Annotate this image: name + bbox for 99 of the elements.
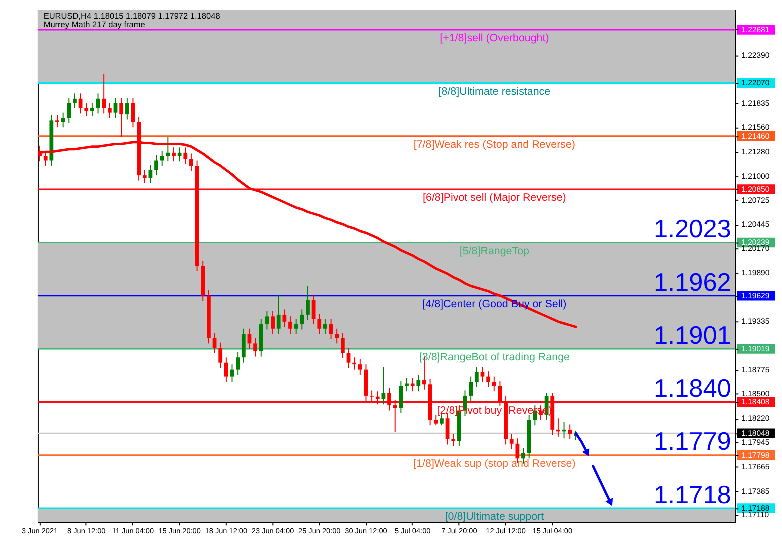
candlestick bbox=[410, 378, 415, 392]
ref-line-label: [3/8]RangeBot of trading Range bbox=[419, 352, 570, 364]
y-tick-label: 1.17945 bbox=[742, 438, 770, 447]
candlestick bbox=[300, 309, 304, 330]
candlestick bbox=[108, 102, 112, 119]
candlestick bbox=[492, 376, 496, 392]
y-tick-label: 1.21560 bbox=[742, 123, 770, 132]
ref-line-label: [0/8]Ultimate support bbox=[445, 511, 544, 524]
y-tick-label: 1.18500 bbox=[742, 390, 770, 399]
candlestick bbox=[510, 434, 514, 450]
candlestick bbox=[370, 390, 374, 403]
y-tick-label: 1.17798 bbox=[742, 450, 770, 460]
y-tick-label: 1.17110 bbox=[742, 510, 770, 520]
y-tick-label: 1.17385 bbox=[742, 486, 770, 496]
candlestick bbox=[73, 93, 77, 109]
candlestick bbox=[376, 391, 380, 406]
candlestick bbox=[142, 170, 147, 184]
candlestick bbox=[44, 150, 48, 166]
ref-line-label: [+1/8]sell (Overbought) bbox=[440, 32, 550, 45]
candlestick bbox=[288, 316, 292, 335]
y-tick-label: 1.20725 bbox=[742, 196, 770, 205]
ref-line-label: [8/8]Ultimate resistance bbox=[438, 86, 551, 98]
candlestick bbox=[388, 388, 392, 412]
candlestick bbox=[335, 328, 340, 344]
candlestick bbox=[282, 309, 287, 328]
candlestick bbox=[254, 338, 258, 358]
ref-line-label: [1/8]Weak sup (stop and Reverse) bbox=[414, 458, 576, 470]
candlestick bbox=[324, 318, 328, 335]
candlestick bbox=[172, 147, 176, 162]
candlestick bbox=[125, 98, 130, 120]
candlestick bbox=[312, 294, 316, 326]
y-tick-label: 1.18220 bbox=[742, 414, 770, 424]
annotation: 1.2023 bbox=[654, 216, 732, 244]
candlestick bbox=[434, 414, 438, 426]
y-tick-label: 1.20850 bbox=[742, 184, 770, 194]
candlestick bbox=[399, 380, 404, 414]
candlestick bbox=[474, 366, 479, 388]
candlestick bbox=[56, 114, 60, 128]
annotation: 1.1962 bbox=[654, 268, 732, 297]
y-tick-label: 1.19890 bbox=[742, 268, 770, 278]
y-tick-label: 1.18408 bbox=[742, 398, 770, 407]
candlestick bbox=[166, 136, 170, 162]
y-tick-label: 1.21280 bbox=[742, 147, 770, 156]
candlestick bbox=[265, 310, 270, 330]
candlestick bbox=[131, 98, 136, 128]
candlestick bbox=[160, 150, 164, 166]
candlestick bbox=[84, 102, 89, 117]
candlestick bbox=[486, 371, 491, 388]
candlestick bbox=[452, 434, 456, 447]
candlestick bbox=[61, 112, 66, 128]
candlestick bbox=[405, 378, 409, 392]
y-tick-label: 1.22070 bbox=[742, 78, 770, 88]
y-tick-label: 1.21460 bbox=[742, 132, 770, 141]
y-tick-label: 1.21000 bbox=[742, 172, 770, 181]
y-tick-label: 1.19019 bbox=[742, 344, 770, 354]
candlestick bbox=[276, 294, 281, 335]
candlestick bbox=[416, 374, 421, 392]
y-tick-label: 1.19629 bbox=[742, 291, 770, 300]
candlestick bbox=[358, 358, 362, 376]
y-tick-label: 1.17188 bbox=[742, 504, 770, 513]
candlestick bbox=[393, 400, 398, 434]
y-tick-label: 1.20445 bbox=[742, 220, 770, 230]
candlestick bbox=[224, 357, 228, 383]
y-tick-label: 1.22681 bbox=[742, 25, 770, 34]
candlestick bbox=[154, 155, 158, 176]
candlestick bbox=[90, 102, 94, 117]
candlestick bbox=[294, 318, 298, 335]
candlestick bbox=[236, 352, 240, 376]
ref-line-label: [7/8]Weak res (Stop and Reverse) bbox=[414, 139, 576, 152]
annotation: 1.1901 bbox=[654, 322, 732, 350]
candlestick bbox=[114, 98, 118, 119]
candlestick bbox=[230, 364, 234, 383]
candlestick bbox=[306, 286, 310, 321]
candlestick bbox=[242, 328, 246, 364]
candlestick bbox=[102, 74, 106, 114]
y-tick-label: 1.19335 bbox=[742, 316, 770, 326]
ref-line-label: [6/8]Pivot sell (Major Reverse) bbox=[423, 192, 566, 204]
annotation: 1.1779 bbox=[654, 428, 732, 456]
y-tick-label: 1.22390 bbox=[742, 50, 770, 60]
annotation: 1.1840 bbox=[654, 375, 732, 404]
candlestick bbox=[480, 366, 485, 383]
candlestick bbox=[148, 164, 153, 184]
candlestick bbox=[271, 310, 275, 335]
candlestick bbox=[178, 147, 182, 162]
y-tick-label: 1.21835 bbox=[742, 99, 770, 108]
y-tick-label: 1.18048 bbox=[742, 429, 770, 438]
candlestick bbox=[568, 424, 572, 440]
candlestick bbox=[67, 98, 72, 124]
candlestick bbox=[469, 376, 474, 402]
y-tick-label: 1.18775 bbox=[742, 366, 770, 375]
candlestick bbox=[318, 314, 322, 335]
candlestick bbox=[190, 153, 194, 172]
candlestick bbox=[218, 342, 223, 369]
candlestick bbox=[120, 98, 124, 138]
candlestick bbox=[184, 147, 188, 165]
candlestick bbox=[340, 332, 345, 359]
ref-line-label: [5/8]RangeTop bbox=[460, 245, 530, 258]
annotation: 1.1718 bbox=[654, 481, 732, 510]
y-tick-label: 1.17665 bbox=[742, 462, 770, 472]
